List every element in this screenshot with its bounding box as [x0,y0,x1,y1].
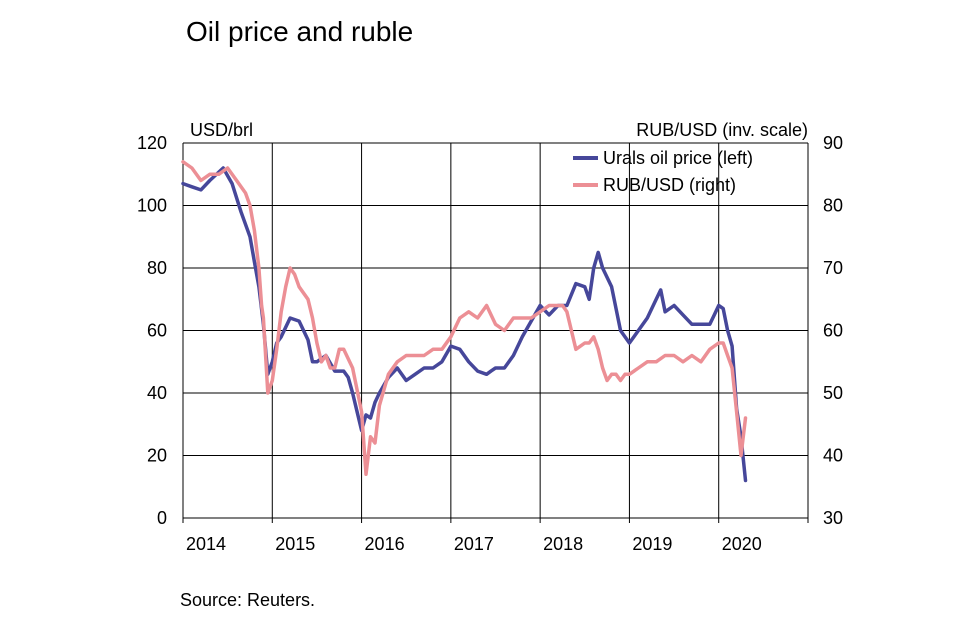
right-axis-label: RUB/USD (inv. scale) [636,120,808,140]
series-lines [181,160,748,483]
urals-oil-price-line [181,166,748,483]
tick-labels: 0 30 20 40 40 50 60 60 80 70 100 80 120 90 2014 2015 201… [137,133,843,554]
left-tick-label: 20 [147,446,167,466]
x-tick-label: 2016 [365,534,405,554]
left-tick-label: 120 [137,133,167,153]
right-tick-label: 80 [823,196,843,216]
x-tick-label: 2018 [543,534,583,554]
left-tick-label: 60 [147,321,167,341]
legend-label-rub: RUB/USD (right) [603,175,736,195]
x-tick-label: 2015 [275,534,315,554]
right-tick-label: 40 [823,446,843,466]
right-tick-label: 50 [823,383,843,403]
x-tick-label: 2017 [454,534,494,554]
left-tick-label: 0 [157,508,167,528]
right-tick-label: 70 [823,258,843,278]
x-tick-label: 2014 [186,534,226,554]
left-tick-label: 40 [147,383,167,403]
grid [182,142,809,523]
rub-usd-line [181,160,748,477]
x-tick-label: 2020 [722,534,762,554]
x-tick-label: 2019 [632,534,672,554]
right-tick-label: 90 [823,133,843,153]
chart-title: Oil price and ruble [186,16,414,47]
left-tick-label: 100 [137,196,167,216]
left-tick-label: 80 [147,258,167,278]
right-tick-label: 30 [823,508,843,528]
left-axis-label: USD/brl [190,120,253,140]
right-tick-label: 60 [823,321,843,341]
legend-label-urals: Urals oil price (left) [603,148,753,168]
legend: Urals oil price (left) RUB/USD (right) [573,148,753,195]
source-note: Source: Reuters. [180,590,316,610]
